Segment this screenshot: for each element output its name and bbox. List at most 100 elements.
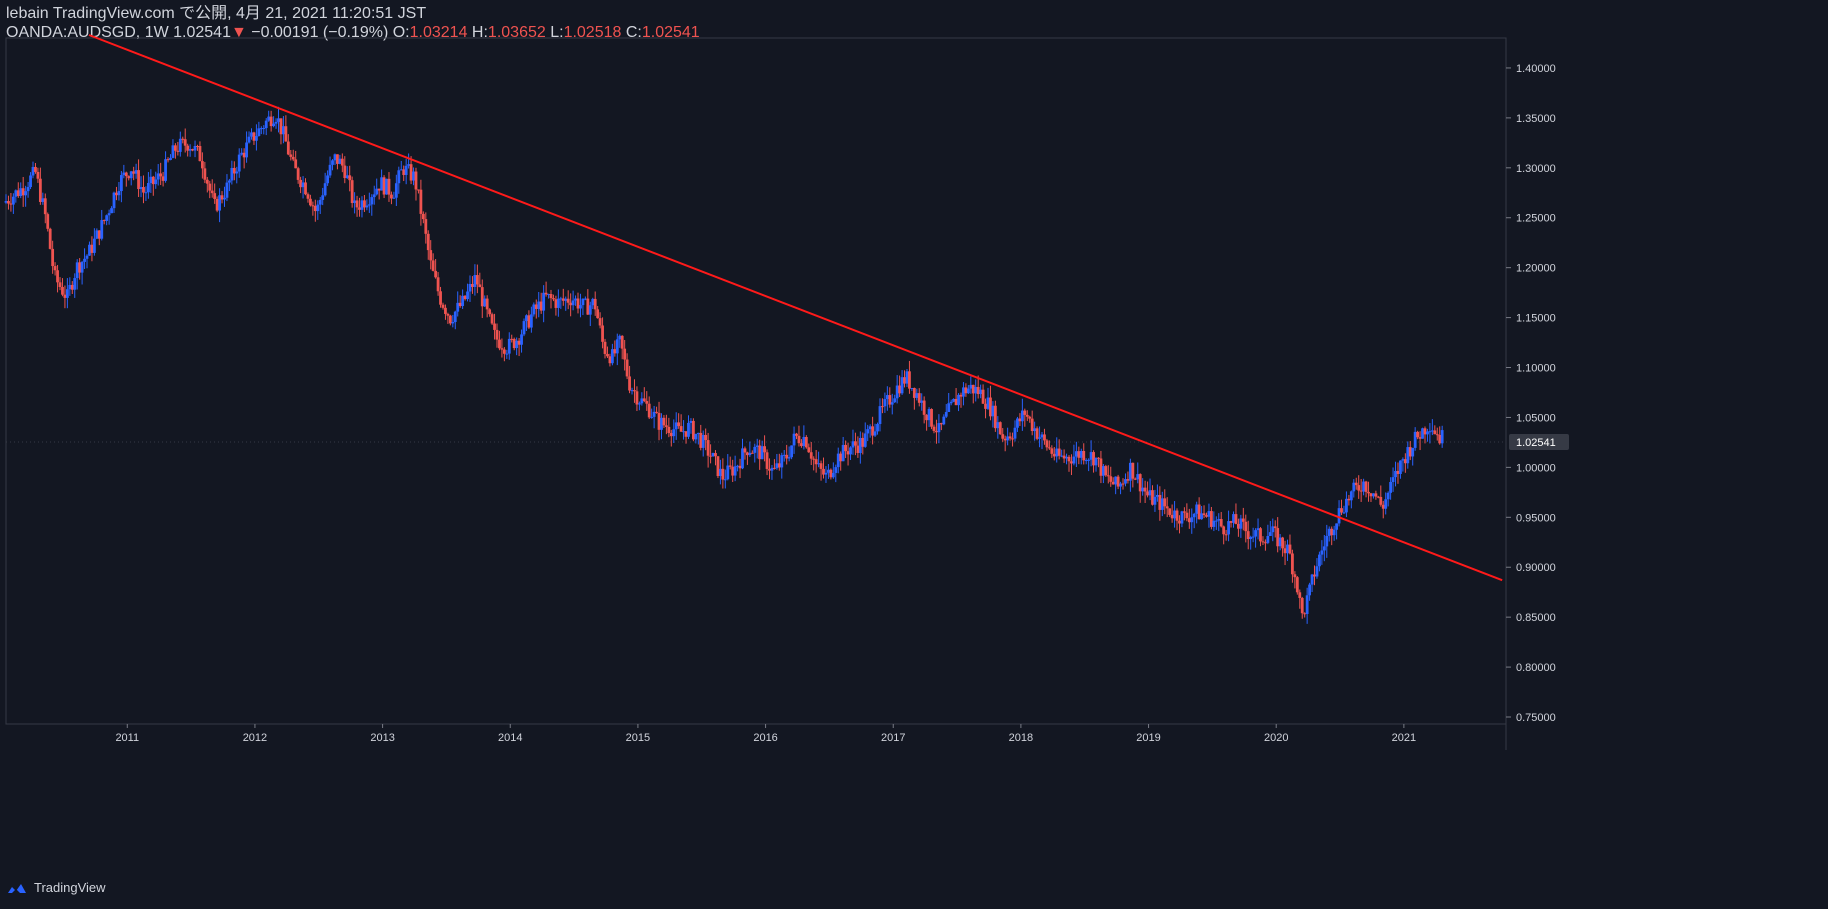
candle — [1268, 520, 1272, 537]
candle — [475, 264, 479, 294]
candle — [1180, 510, 1184, 528]
candle-body — [1045, 440, 1049, 448]
candle — [758, 439, 762, 470]
candle — [581, 298, 585, 316]
candle — [1104, 464, 1108, 477]
candle — [90, 236, 94, 262]
candle-body — [1364, 481, 1368, 492]
candle-body — [1084, 460, 1088, 462]
candle-body — [1217, 519, 1221, 521]
candle — [915, 388, 919, 401]
candle — [576, 292, 580, 314]
candle — [24, 185, 28, 207]
candle — [340, 153, 344, 173]
candle-body — [807, 447, 811, 453]
y-tick-label: 0.95000 — [1516, 512, 1556, 524]
candle-body — [169, 157, 172, 161]
candle-body — [164, 159, 167, 181]
candle — [316, 200, 320, 220]
candle-body — [196, 145, 199, 147]
candle — [537, 291, 541, 318]
candle — [1028, 415, 1032, 423]
candle — [14, 189, 18, 203]
candle-body — [61, 286, 64, 295]
candle — [863, 422, 867, 448]
candle — [858, 431, 862, 464]
candle — [277, 106, 280, 133]
candle-body — [350, 180, 354, 204]
candle-body — [507, 338, 511, 354]
candle — [83, 248, 86, 269]
candle — [893, 394, 897, 403]
candle-body — [510, 338, 514, 340]
candle — [569, 293, 573, 317]
candle-body — [333, 154, 337, 161]
candle — [345, 166, 349, 180]
candle — [1300, 596, 1304, 619]
candle-body — [1008, 436, 1012, 439]
candle — [1200, 506, 1203, 520]
candle-body — [1403, 459, 1407, 464]
candle-body — [998, 422, 1002, 435]
candle-body — [1109, 476, 1113, 482]
candle-body — [1322, 546, 1326, 551]
candle — [1182, 507, 1186, 521]
candle-body — [1335, 523, 1339, 530]
candle-body — [1327, 528, 1331, 536]
candle — [1082, 443, 1086, 465]
candle — [1097, 457, 1100, 468]
candle-body — [1286, 544, 1289, 554]
candle-body — [269, 116, 273, 127]
candle — [588, 301, 592, 327]
candle-body — [687, 422, 690, 437]
y-tick-label: 1.00000 — [1516, 462, 1556, 474]
candle-body — [73, 278, 77, 290]
candle — [382, 175, 386, 199]
candle-body — [232, 167, 236, 174]
candle-body — [566, 298, 570, 303]
tradingview-logo[interactable]: TradingView — [6, 880, 106, 895]
candle-body — [841, 444, 845, 462]
candle — [952, 398, 956, 403]
candle — [144, 186, 148, 201]
candle-body — [959, 394, 963, 397]
candle — [515, 337, 519, 356]
candle-body — [1192, 513, 1196, 518]
candle — [1335, 523, 1339, 540]
candle — [888, 387, 892, 408]
candle-body — [1421, 428, 1424, 439]
candle-body — [532, 304, 536, 315]
candle — [1428, 423, 1432, 444]
candle — [1293, 571, 1297, 589]
symbol-label[interactable]: OANDA:AUDSGD, 1W — [6, 24, 169, 41]
candle-body — [458, 302, 462, 307]
candle-body — [962, 387, 965, 397]
candle-body — [682, 431, 685, 433]
candle-body — [1271, 526, 1275, 533]
candle — [1433, 425, 1437, 435]
candle — [191, 148, 194, 152]
candle — [1349, 490, 1353, 509]
candle — [473, 264, 477, 296]
candle — [127, 175, 131, 181]
candle-body — [448, 315, 452, 324]
candle — [255, 124, 258, 151]
candle — [365, 199, 369, 211]
candle-body — [947, 403, 951, 413]
candle-body — [1185, 512, 1189, 519]
candle — [1160, 491, 1164, 517]
candle-body — [1205, 515, 1208, 517]
candle — [350, 176, 354, 208]
candle-body — [824, 472, 828, 475]
candle — [500, 338, 504, 358]
candle-body — [974, 386, 978, 394]
candle-body — [598, 318, 602, 326]
candle — [407, 153, 411, 169]
candle-body — [633, 390, 636, 392]
candle-body — [579, 305, 582, 309]
candle-body — [1065, 456, 1068, 459]
candle — [861, 432, 865, 455]
candle — [802, 425, 806, 450]
candle — [630, 387, 634, 395]
